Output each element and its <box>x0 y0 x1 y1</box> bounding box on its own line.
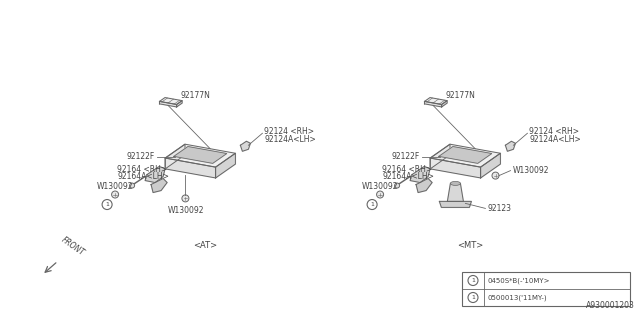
Polygon shape <box>506 141 515 151</box>
Polygon shape <box>440 201 472 207</box>
Polygon shape <box>447 183 463 201</box>
Polygon shape <box>165 144 185 169</box>
Circle shape <box>367 200 377 210</box>
Text: W130092: W130092 <box>513 166 549 175</box>
Polygon shape <box>159 98 182 105</box>
Polygon shape <box>430 144 450 169</box>
Text: 92124 <RH>: 92124 <RH> <box>264 127 314 136</box>
Text: 92124 <RH>: 92124 <RH> <box>529 127 579 136</box>
Text: 92164 <RH>: 92164 <RH> <box>117 165 167 174</box>
Circle shape <box>468 276 478 285</box>
Polygon shape <box>151 179 167 193</box>
Circle shape <box>130 183 134 188</box>
Text: 0500013('11MY-): 0500013('11MY-) <box>487 294 547 301</box>
Polygon shape <box>442 100 447 107</box>
Polygon shape <box>159 101 177 107</box>
Circle shape <box>102 200 112 210</box>
Polygon shape <box>416 179 432 193</box>
Text: 1: 1 <box>105 202 109 207</box>
Bar <box>462 272 630 306</box>
Text: W130092: W130092 <box>97 182 134 191</box>
Text: A930001203: A930001203 <box>586 301 635 310</box>
Polygon shape <box>481 153 500 178</box>
Text: 92164A<LH>: 92164A<LH> <box>117 172 169 181</box>
Text: 1: 1 <box>471 295 475 300</box>
Circle shape <box>182 195 189 202</box>
Polygon shape <box>430 158 481 178</box>
Text: W130092: W130092 <box>362 182 399 191</box>
Circle shape <box>111 191 118 198</box>
Ellipse shape <box>451 181 460 185</box>
Text: 1: 1 <box>370 202 374 207</box>
Polygon shape <box>424 101 442 107</box>
Text: <MT>: <MT> <box>457 241 483 250</box>
Polygon shape <box>174 147 227 163</box>
Polygon shape <box>410 166 430 182</box>
Polygon shape <box>430 144 500 167</box>
Text: 92164A<LH>: 92164A<LH> <box>382 172 434 181</box>
Polygon shape <box>439 147 492 163</box>
Polygon shape <box>177 100 182 107</box>
Circle shape <box>395 183 399 188</box>
Polygon shape <box>241 141 250 151</box>
Text: 0450S*B(-'10MY>: 0450S*B(-'10MY> <box>487 277 550 284</box>
Circle shape <box>468 292 478 302</box>
Text: W130092: W130092 <box>168 206 204 215</box>
Text: 92124A<LH>: 92124A<LH> <box>529 135 581 144</box>
Text: FRONT: FRONT <box>60 236 86 258</box>
Text: 92124A<LH>: 92124A<LH> <box>264 135 316 144</box>
Text: 92123: 92123 <box>488 204 511 213</box>
Text: 92164 <RH>: 92164 <RH> <box>382 165 432 174</box>
Text: 92122F: 92122F <box>392 152 420 161</box>
Text: 92122F: 92122F <box>127 152 155 161</box>
Polygon shape <box>424 98 447 105</box>
Text: 92177N: 92177N <box>180 91 210 100</box>
Polygon shape <box>165 158 216 178</box>
Text: 1: 1 <box>471 278 475 283</box>
Circle shape <box>492 172 499 179</box>
Polygon shape <box>216 153 236 178</box>
Text: <AT>: <AT> <box>193 241 217 250</box>
Polygon shape <box>145 166 165 182</box>
Circle shape <box>376 191 383 198</box>
Polygon shape <box>165 144 236 167</box>
Text: 92177N: 92177N <box>445 91 475 100</box>
